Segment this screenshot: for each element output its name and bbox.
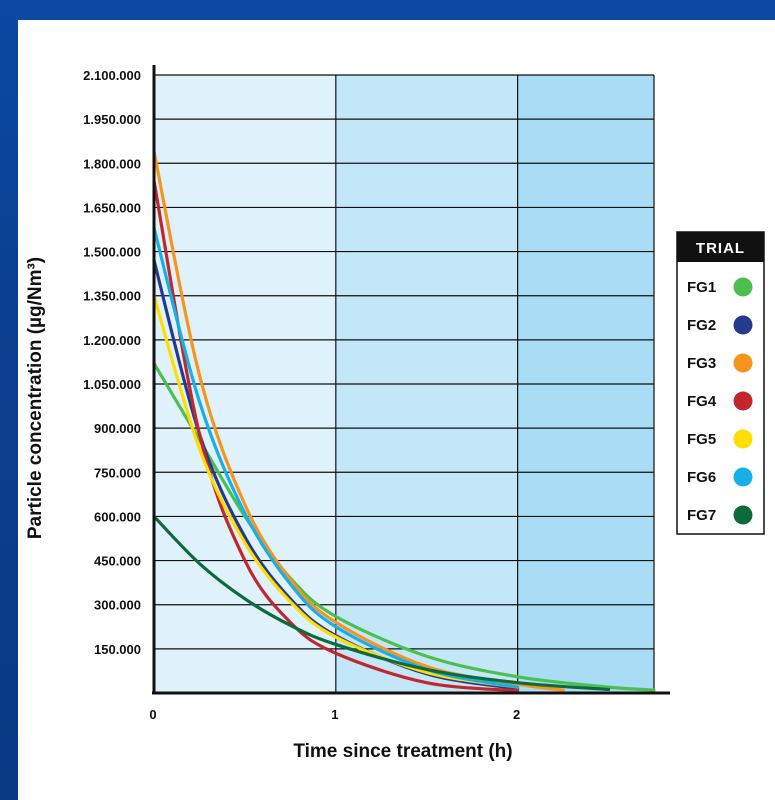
y-axis-title: Particle concentration (µg/Nm³) [25, 257, 46, 539]
y-tick-label: 1.200.000 [83, 333, 141, 348]
legend-label-fg1: FG1 [687, 279, 716, 296]
legend-swatch-fg3 [733, 353, 753, 373]
x-axis-title: Time since treatment (h) [293, 741, 512, 762]
y-tick-label: 1.350.000 [83, 289, 141, 304]
y-tick-label: 150.000 [94, 642, 141, 657]
y-tick-label: 450.000 [94, 554, 141, 569]
y-tick-label: 1.650.000 [83, 200, 141, 215]
series-line-fg1 [152, 361, 656, 692]
series-line-fg7 [152, 514, 611, 692]
legend-label-fg7: FG7 [687, 507, 716, 524]
legend-label-fg2: FG2 [687, 317, 716, 334]
x-tick-label: 1 [331, 707, 338, 722]
legend-swatch-fg2 [733, 315, 753, 335]
y-tick-label: 600.000 [94, 509, 141, 524]
y-tick-label: 1.950.000 [83, 112, 141, 127]
legend-box [676, 231, 765, 535]
legend-swatch-fg1 [733, 277, 753, 297]
y-tick-label: 750.000 [94, 465, 141, 480]
legend-swatch-fg7 [733, 505, 753, 525]
legend-title: TRIAL [696, 240, 745, 257]
legend-label-fg5: FG5 [687, 431, 716, 448]
y-tick-label: 1.050.000 [83, 377, 141, 392]
legend-swatch-fg6 [733, 467, 753, 487]
legend-swatch-fg4 [733, 391, 753, 411]
legend-swatch-fg5 [733, 429, 753, 449]
legend-label-fg4: FG4 [687, 393, 717, 410]
series-line-fg5 [152, 294, 520, 689]
x-tick-label: 0 [149, 707, 156, 722]
legend-label-fg3: FG3 [687, 355, 716, 372]
y-tick-label: 1.500.000 [83, 245, 141, 260]
y-tick-label: 2.100.000 [83, 68, 141, 83]
legend-header [677, 232, 764, 262]
y-tick-label: 900.000 [94, 421, 141, 436]
x-tick-label: 2 [513, 707, 520, 722]
y-tick-label: 300.000 [94, 598, 141, 613]
y-tick-label: 1.800.000 [83, 156, 141, 171]
legend: TRIAL FG1 FG2 FG3 FG4 FG5 FG6 FG7 [676, 231, 765, 535]
legend-label-fg6: FG6 [687, 469, 716, 486]
series-line-fg4 [152, 179, 520, 693]
